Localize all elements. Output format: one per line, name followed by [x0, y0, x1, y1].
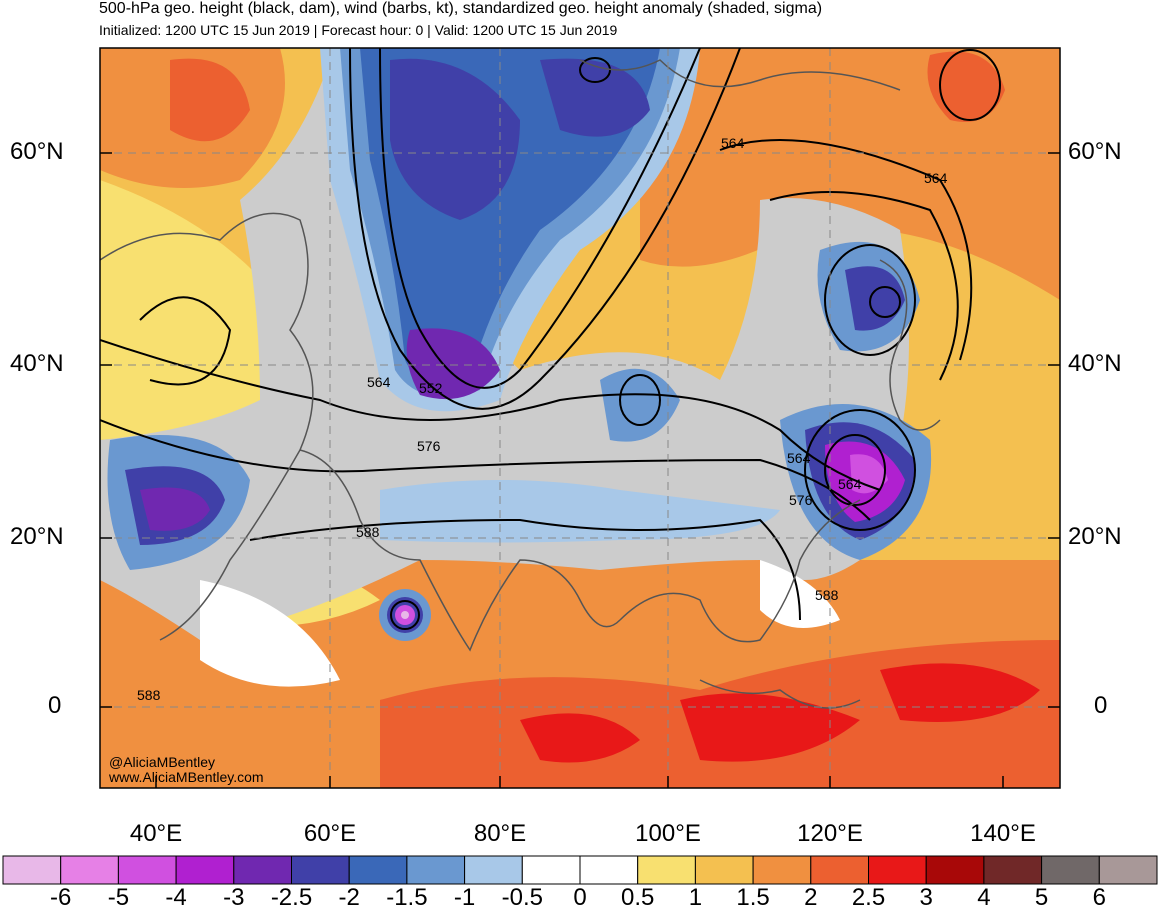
chart-title: 500-hPa geo. height (black, dam), wind (…	[99, 0, 823, 17]
colorbar-tick-label: 2	[804, 884, 818, 911]
colorbar-tick-label: 2.5	[851, 884, 886, 911]
colorbar-segment	[406, 855, 466, 885]
colorbar-segment	[60, 855, 119, 885]
chart-subtitle: Initialized: 1200 UTC 15 Jun 2019 | Fore…	[99, 22, 618, 38]
contour-label: 564	[787, 450, 811, 466]
colorbar-segment	[291, 855, 350, 885]
lon-label-40e: 40°E	[129, 820, 183, 847]
credit-handle: @AliciaMBentley	[109, 754, 216, 770]
colorbar-segment	[752, 855, 812, 885]
colorbar-segment	[810, 855, 869, 885]
colorbar-tick-label: -2.5	[270, 884, 313, 911]
colorbar-tick-label: -1.5	[386, 884, 428, 911]
colorbar-segment	[983, 855, 1043, 885]
colorbar-tick-label: 0	[573, 884, 587, 911]
contour-label: 588	[137, 687, 161, 703]
colorbar-tick-label: -4	[165, 884, 187, 911]
contour-label: 564	[367, 374, 391, 390]
lat-label-60n-right: 60°N	[1068, 138, 1122, 165]
colorbar-tick-label: 6	[1092, 884, 1106, 911]
colorbar-segment	[579, 855, 639, 885]
colorbar-tick-label: 1	[688, 884, 703, 911]
colorbar-segment	[694, 855, 754, 885]
colorbar-segment	[1098, 855, 1158, 885]
lat-label-60n-left: 60°N	[10, 138, 64, 165]
lon-label-80e: 80°E	[473, 820, 527, 847]
lat-label-0-left: 0	[48, 692, 62, 719]
colorbar-tick-label: 4	[977, 884, 991, 911]
colorbar-tick-label: -1	[453, 884, 476, 911]
colorbar-tick-label: -6	[50, 884, 72, 911]
lon-label-100e: 100°E	[635, 820, 701, 847]
lat-label-20n-right: 20°N	[1068, 523, 1122, 550]
colorbar-tick-label: -2	[338, 884, 360, 911]
colorbar-tick-label: 0.5	[621, 884, 655, 911]
lat-label-0-right: 0	[1094, 692, 1108, 719]
lat-label-20n-left: 20°N	[10, 523, 64, 550]
colorbar-segment	[2, 855, 62, 885]
colorbar-segment	[521, 855, 581, 885]
colorbar-tick-label: 3	[919, 884, 933, 911]
colorbar-segment	[925, 855, 985, 885]
lat-label-40n-left: 40°N	[10, 350, 64, 377]
colorbar-tick-label: -3	[223, 884, 245, 911]
graticule	[100, 48, 1060, 788]
colorbar-segment	[868, 855, 927, 885]
contour-label: 576	[789, 492, 813, 508]
colorbar	[2, 855, 1158, 885]
colorbar-segment	[175, 855, 235, 885]
contour-label: 588	[356, 524, 380, 540]
contour-label: 552	[419, 380, 443, 396]
colorbar-tick-label: 1.5	[736, 884, 770, 911]
colorbar-segment	[464, 855, 523, 885]
contour-label: 564	[838, 476, 862, 492]
colorbar-segment	[233, 855, 293, 885]
lon-label-140e: 140°E	[970, 820, 1036, 847]
colorbar-segment	[1041, 855, 1100, 885]
contour-label: 564	[721, 135, 745, 151]
contour-label: 564	[924, 170, 948, 186]
map-frame	[99, 47, 1061, 789]
anomaly-shading	[100, 48, 1060, 788]
colorbar-segment	[637, 855, 696, 885]
credit-site: www.AliciaMBentley.com	[109, 769, 264, 785]
axis-ticks	[100, 152, 1060, 788]
lon-label-120e: 120°E	[797, 820, 863, 847]
lon-label-60e: 60°E	[303, 820, 357, 847]
colorbar-segment	[117, 855, 177, 885]
lat-label-40n-right: 40°N	[1068, 350, 1122, 377]
height-contours	[100, 48, 1001, 630]
colorbar-tick-label: 5	[1034, 884, 1049, 911]
contour-label: 588	[815, 587, 839, 603]
colorbar-segment	[348, 855, 408, 885]
contour-label: 576	[417, 438, 441, 454]
colorbar-tick-label: -0.5	[501, 884, 543, 911]
colorbar-tick-label: -5	[107, 884, 130, 911]
